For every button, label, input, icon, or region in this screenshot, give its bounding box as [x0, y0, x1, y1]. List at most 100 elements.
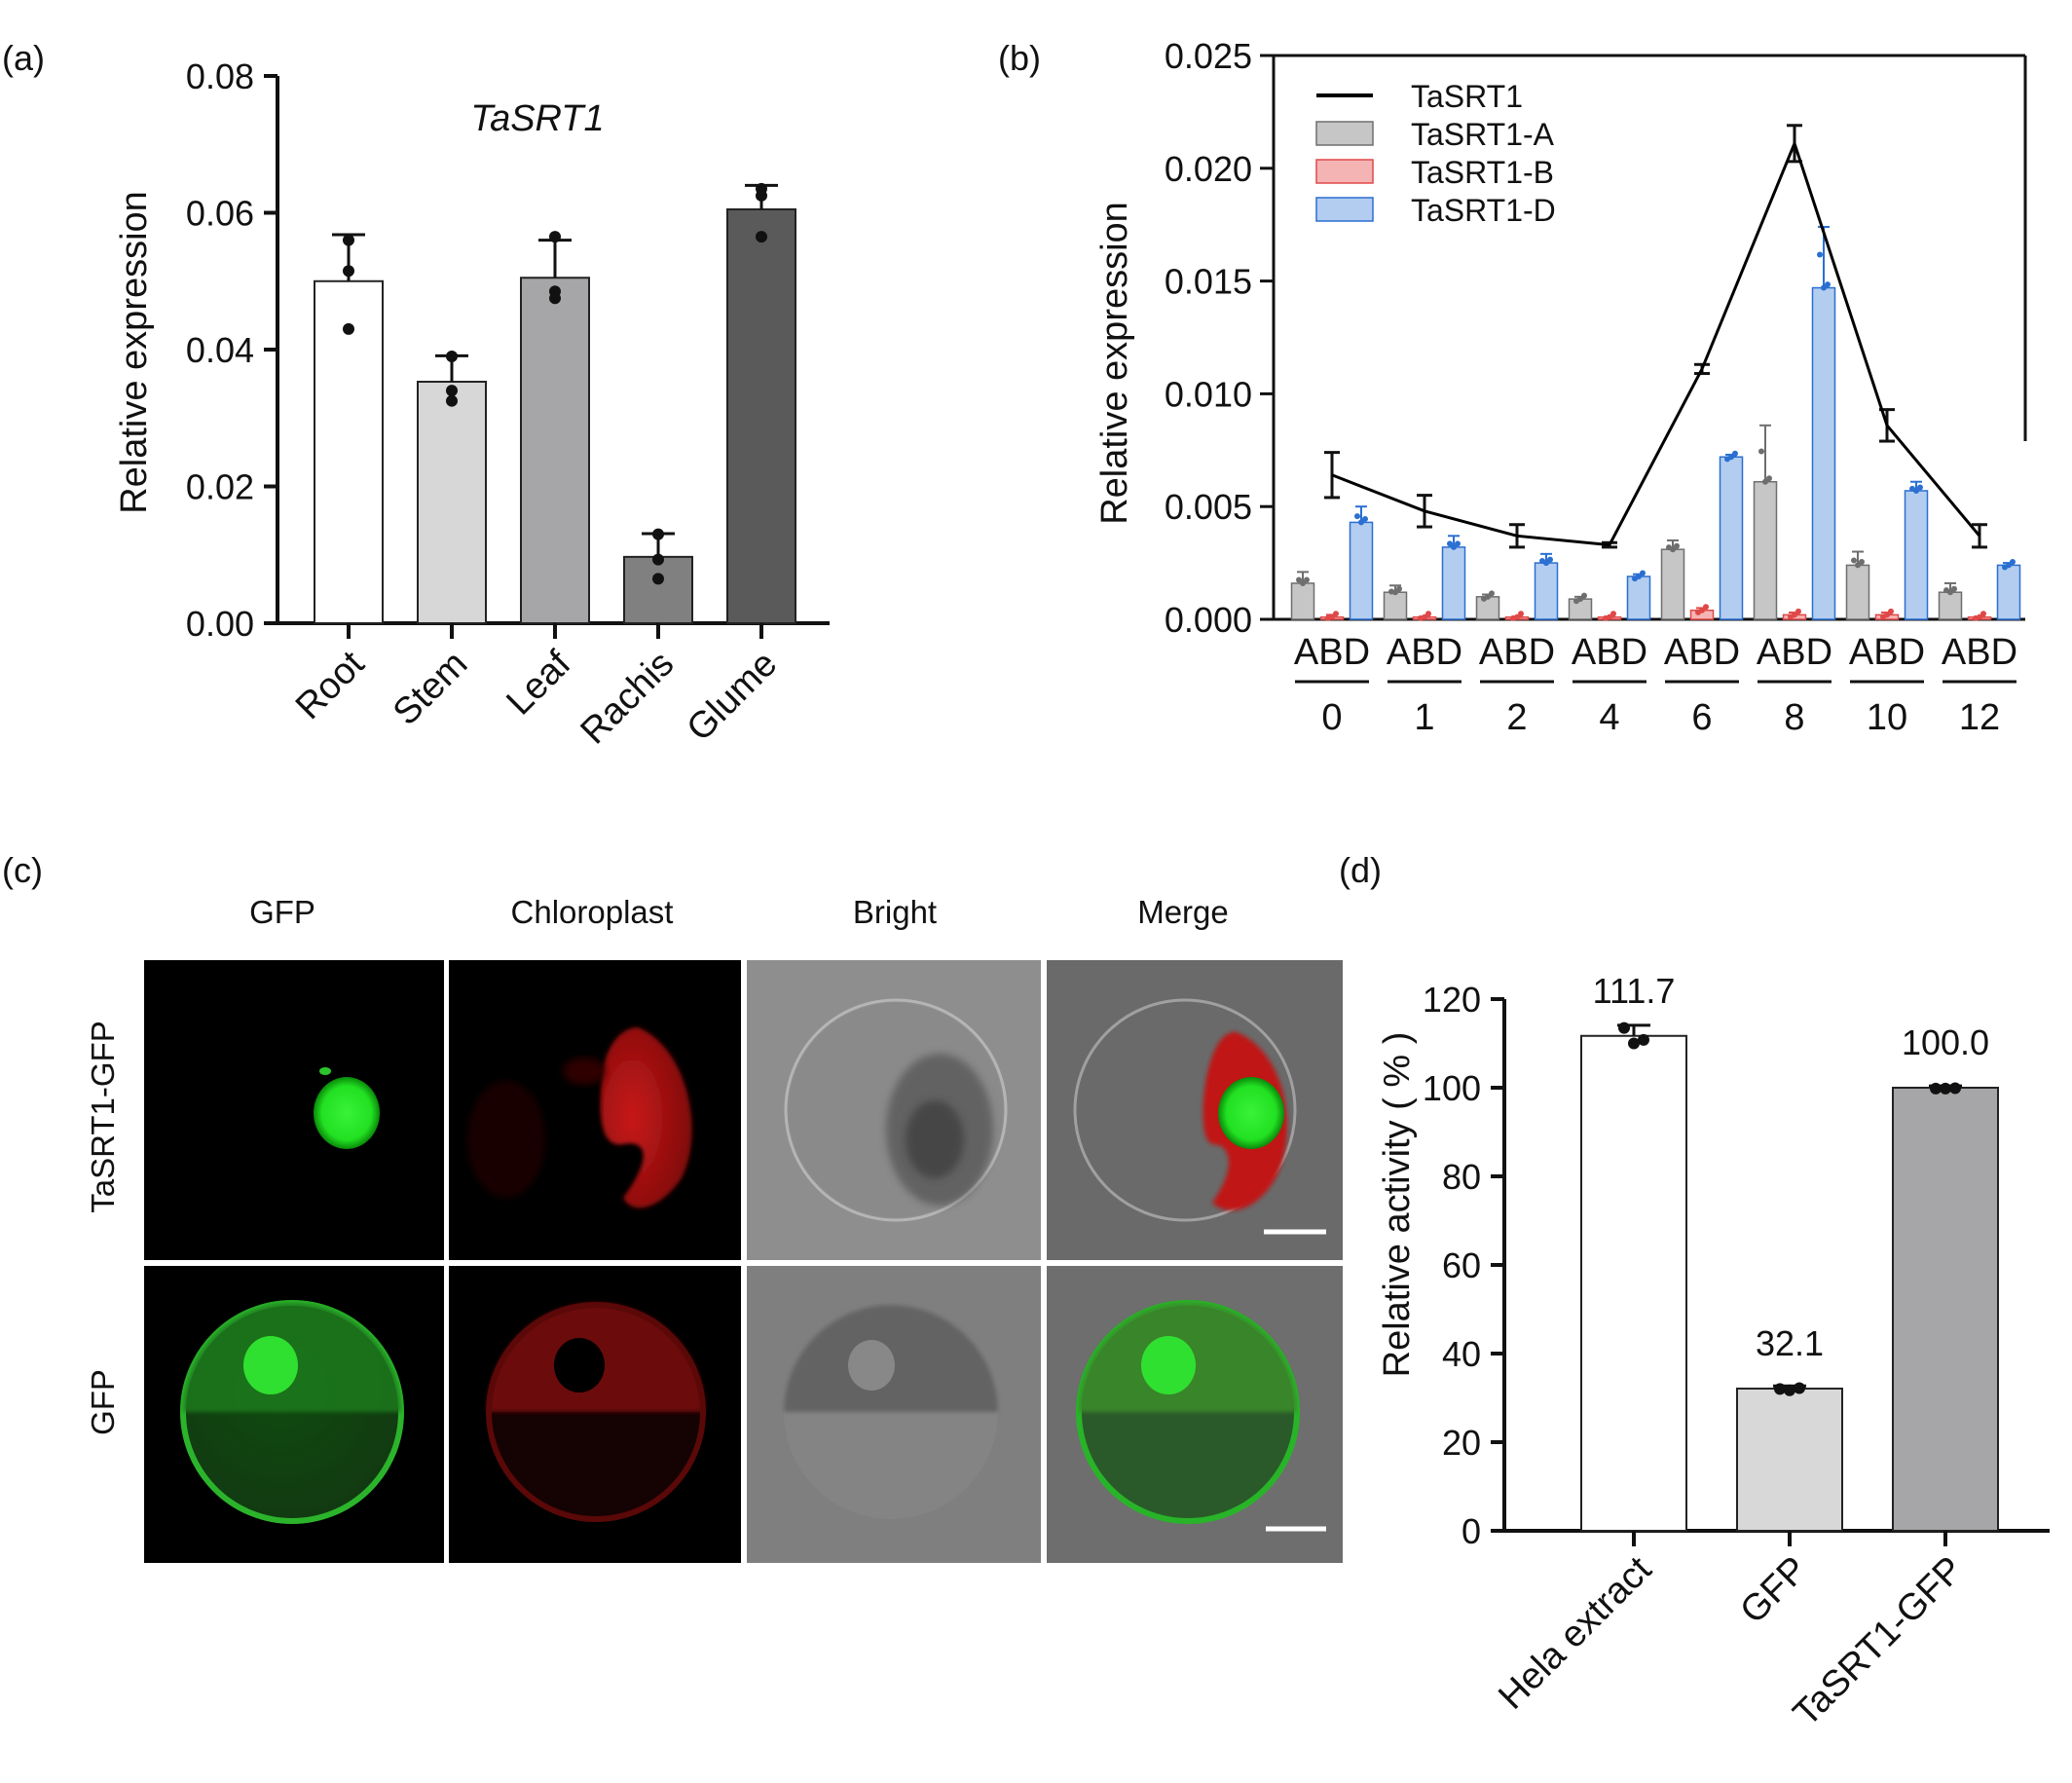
chart-b-bar-tasrt1-a [1660, 548, 1685, 620]
chart-b-data-point [1547, 556, 1553, 563]
image-tasrt1-gfp-gfp-channel [144, 960, 444, 1260]
chart-b-bar-tasrt1-a [1845, 564, 1870, 620]
chart-b-data-point [1980, 611, 1986, 617]
chart-b-y-axis-title: Relative expression [1094, 202, 1135, 525]
chart-a-x-tick-label: Leaf [499, 643, 578, 723]
chart-a-data-point [652, 573, 664, 585]
chart-d-data-point [1930, 1082, 1942, 1095]
chart-b-bar-tasrt1-d [1811, 286, 1836, 620]
chart-a-data-point [343, 234, 354, 246]
chart-d-y-axis-title: Relative activity ( % ) [1377, 1032, 1418, 1378]
row-title-gfp: GFP [85, 1369, 121, 1435]
chart-b-data-point [1329, 613, 1335, 620]
chart-b-legend-swatch [1315, 159, 1374, 184]
chart-d-data-point [1949, 1082, 1961, 1095]
chart-d-x-tick-label: Hela extract [1491, 1548, 1659, 1717]
chart-a-bar [726, 207, 796, 625]
chart-b-x-tick-label: 8 [1784, 697, 1804, 738]
chart-b-data-point [1766, 475, 1772, 482]
chart-b-data-point [1758, 448, 1764, 455]
chart-b-data-point [1917, 484, 1923, 491]
image-gfp-gfp-channel [144, 1266, 444, 1563]
chart-a-data-point [549, 292, 561, 305]
chart-b-bar-tasrt1-a [1568, 598, 1593, 620]
chart-b-data-point [1817, 251, 1823, 258]
chart-b-x-tick-label: 10 [1867, 697, 1907, 738]
column-title-merge: Merge [1137, 894, 1229, 930]
chart-b-y-tick-label: 0.025 [1165, 36, 1252, 76]
chart-b-group-sublabel: ABD [1294, 632, 1370, 673]
chart-a-bar [417, 381, 487, 624]
chart-b-data-point [1300, 579, 1306, 586]
chart-b-legend-swatch [1315, 121, 1374, 146]
chart-a-y-tick-label: 0.06 [186, 194, 254, 234]
chart-a-x-tick-label: Glume [680, 644, 786, 750]
chart-b-data-point [1888, 608, 1894, 614]
chart-b-data-point [1425, 611, 1431, 617]
chart-b-data-point [1951, 585, 1957, 592]
chart-d-y-tick-label: 120 [1423, 980, 1481, 1020]
chart-b-bar-tasrt1-d [1441, 546, 1466, 620]
chart-b-data-point [1396, 585, 1402, 592]
chart-d-data-point [1940, 1082, 1951, 1095]
chart-a-data-point [756, 231, 767, 243]
chart-b-data-point [1795, 608, 1801, 614]
chart-b-data-point [1703, 604, 1709, 611]
chart-b-data-point [1825, 281, 1831, 288]
chart-b-data-point [1821, 284, 1827, 291]
image-gfp-merge-channel [1047, 1266, 1343, 1563]
chart-a-y-tick-label: 0.02 [186, 467, 254, 507]
chart-b-data-point [1485, 593, 1491, 600]
chart-d-y-tick-label: 40 [1442, 1334, 1481, 1374]
chart-b-data-point [1851, 557, 1857, 564]
chart-b-data-point [1670, 546, 1676, 553]
chart-b-x-tick-label: 2 [1506, 697, 1527, 738]
chart-b-data-point [1296, 576, 1302, 583]
chart-b-data-point [1728, 454, 1734, 461]
chart-b-data-point [1362, 515, 1368, 522]
chart-a-data-point [549, 231, 561, 243]
chart-b-expression-time-course: Relative expression 0.000 0.005 0.010 0.015… [1094, 36, 2027, 738]
image-gfp-chloroplast-channel [449, 1266, 741, 1563]
chart-b-x-tick-label: 6 [1691, 697, 1712, 738]
chart-b-data-point [2006, 562, 2012, 569]
chart-b-bar-tasrt1-a [1383, 591, 1408, 620]
chart-a-x-tick-label: Rachis [574, 644, 683, 753]
chart-a-data-point [446, 351, 458, 363]
chart-b-data-point [1732, 450, 1738, 457]
chart-b-y-tick-label: 0.010 [1165, 374, 1252, 414]
row-title-tasrt1-gfp: TaSRT1-GFP [85, 1021, 121, 1212]
chart-d-bar [1736, 1387, 1843, 1532]
chart-a-bar [520, 277, 590, 624]
chart-b-data-point [1859, 558, 1865, 565]
chart-b-group-sublabel: ABD [1572, 632, 1647, 673]
chart-a-x-tick-label: Root [288, 643, 373, 727]
chart-b-group-sublabel: ABD [1849, 632, 1925, 673]
chart-b-data-point [1699, 607, 1705, 613]
chart-b-x-tick-label: 1 [1414, 697, 1434, 738]
microscopy-panel: GFP Chloroplast Bright Merge TaSRT1-GFP … [85, 894, 1343, 1563]
chart-a-title: TaSRT1 [470, 98, 604, 139]
chart-b-bar-tasrt1-a [1290, 582, 1315, 620]
chart-d-data-point [1638, 1033, 1649, 1046]
chart-b-group-sublabel: ABD [1757, 632, 1832, 673]
chart-a-bar [623, 555, 693, 624]
chart-b-group-sublabel: ABD [1387, 632, 1462, 673]
chart-b-data-point [1304, 576, 1310, 583]
chart-a-y-tick-label: 0.08 [186, 56, 254, 96]
chart-a-data-point [343, 322, 354, 335]
chart-a-data-point [446, 394, 458, 407]
chart-b-data-point [2010, 558, 2016, 565]
chart-d-data-point [1618, 1022, 1630, 1034]
chart-b-data-point [1451, 543, 1457, 550]
chart-b-data-point [1674, 542, 1680, 549]
chart-a-y-axis-title: Relative expression [114, 191, 155, 514]
image-tasrt1-gfp-bright-channel [747, 960, 1041, 1260]
chart-b-data-point [1392, 589, 1398, 596]
chart-b-data-point [1577, 596, 1583, 603]
chart-d-x-tick-label: GFP [1732, 1549, 1815, 1632]
chart-b-data-point [1455, 540, 1461, 547]
chart-d-data-point [1774, 1383, 1786, 1395]
chart-d-value-label: 100.0 [1902, 1022, 1989, 1062]
chart-d-bar [1580, 1034, 1687, 1532]
